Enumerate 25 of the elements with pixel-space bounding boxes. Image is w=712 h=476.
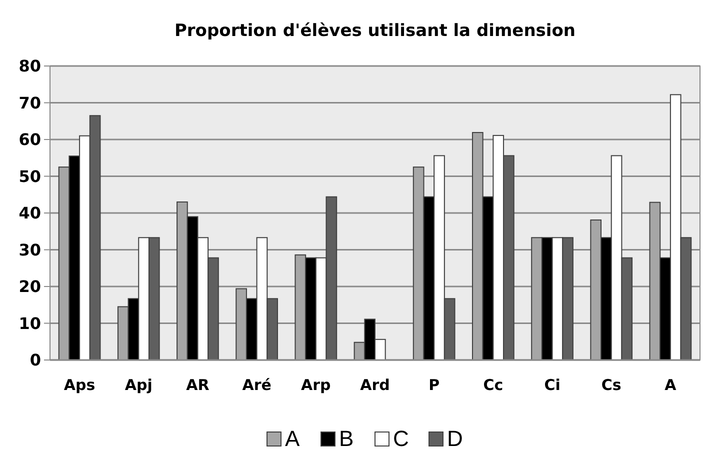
y-tick-label: 10	[18, 314, 41, 333]
y-tick-label: 40	[18, 204, 41, 223]
x-tick-label: Ard	[360, 376, 390, 394]
x-tick-label: P	[428, 376, 440, 394]
x-tick-label: Apj	[124, 376, 152, 394]
x-tick-label: Cs	[601, 376, 622, 394]
x-tick-label: Cc	[483, 376, 504, 394]
legend-label: A	[285, 426, 300, 451]
x-tick-label: Ci	[544, 376, 560, 394]
chart-title: Proportion d'élèves utilisant la dimension	[174, 21, 576, 41]
x-tick-label: A	[664, 376, 677, 394]
y-tick-label: 60	[18, 130, 41, 150]
x-tick-label: Aré	[242, 376, 272, 394]
x-tick-label: AR	[186, 376, 210, 394]
y-tick-label: 50	[18, 166, 41, 186]
y-tick-label: 20	[18, 277, 41, 296]
legend-label: B	[339, 426, 354, 451]
y-tick-label: 80	[18, 56, 41, 76]
legend-label: C	[393, 426, 409, 451]
y-tick-label: 0	[30, 350, 41, 370]
y-tick-label: 30	[18, 240, 41, 260]
legend-label: D	[447, 426, 463, 451]
x-tick-label: Arp	[301, 376, 332, 394]
x-tick-label: Aps	[64, 376, 96, 394]
y-tick-label: 70	[18, 93, 41, 112]
